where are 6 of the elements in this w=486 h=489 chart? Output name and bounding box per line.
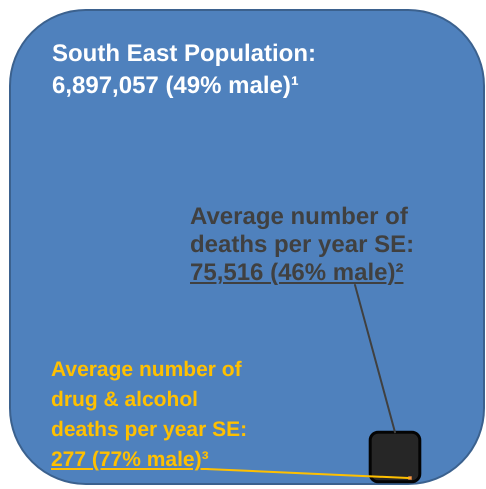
data-label: 277 (77% male)³ (51, 448, 209, 471)
text: South East Population: (52, 39, 316, 69)
text: Average number of drug & alcohol deaths per year SE: (51, 357, 248, 443)
data-label: 75,516 (46% male)² (190, 259, 404, 286)
data-label: 6,897,057 (49% male)¹ (52, 72, 299, 99)
text: Average number of deaths per year SE: (190, 203, 416, 259)
